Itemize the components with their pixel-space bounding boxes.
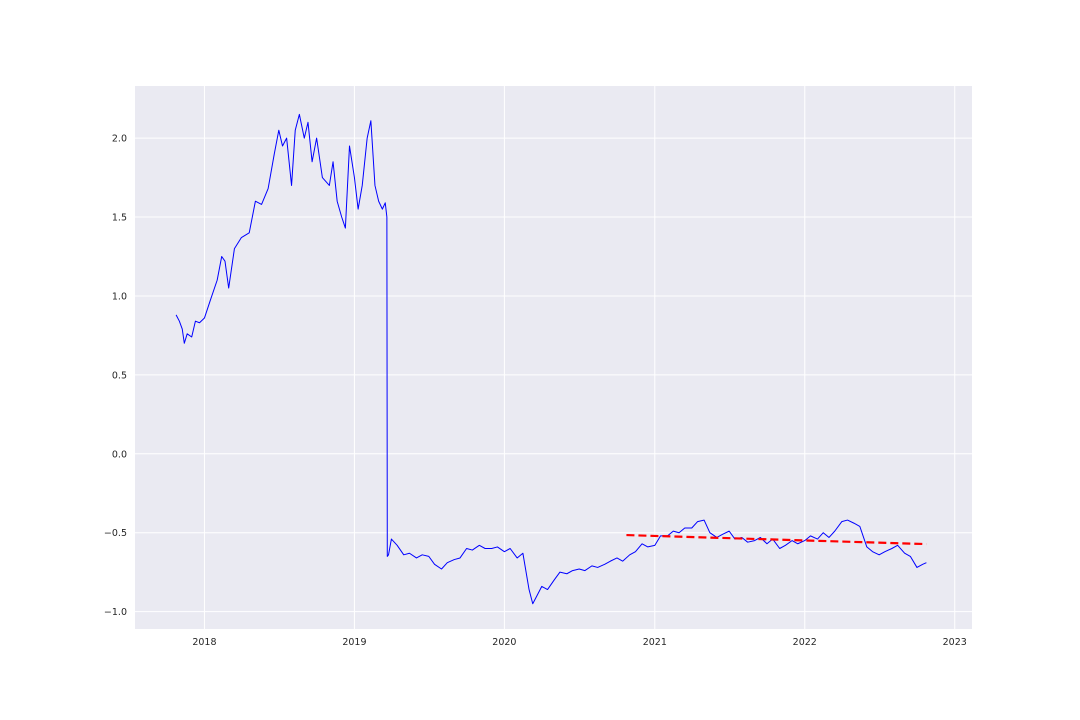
y-tick-label: 1.0 [112,291,127,302]
x-axis-tick-labels: 2018 2019 2020 2021 2022 2023 [192,637,966,648]
grid-lines [135,86,972,629]
y-tick-label: 2.0 [112,134,127,145]
series-lines [175,113,927,605]
x-tick-label: 2023 [943,637,967,648]
x-tick-label: 2020 [492,637,516,648]
x-tick-label: 2019 [342,637,366,648]
x-tick-label: 2022 [793,637,817,648]
y-tick-label: 1.5 [112,213,127,224]
y-tick-label: 0.0 [112,449,127,460]
y-tick-label: −0.5 [104,528,127,539]
trend-line [626,533,927,546]
y-tick-label: −1.0 [104,607,127,618]
data-series-line [175,113,927,605]
x-tick-label: 2018 [192,637,216,648]
plot-background [135,86,972,629]
y-tick-label: 0.5 [112,370,127,381]
y-axis-tick-labels: −1.0 −0.5 0.0 0.5 1.0 1.5 2.0 [104,134,127,619]
x-tick-label: 2021 [643,637,667,648]
